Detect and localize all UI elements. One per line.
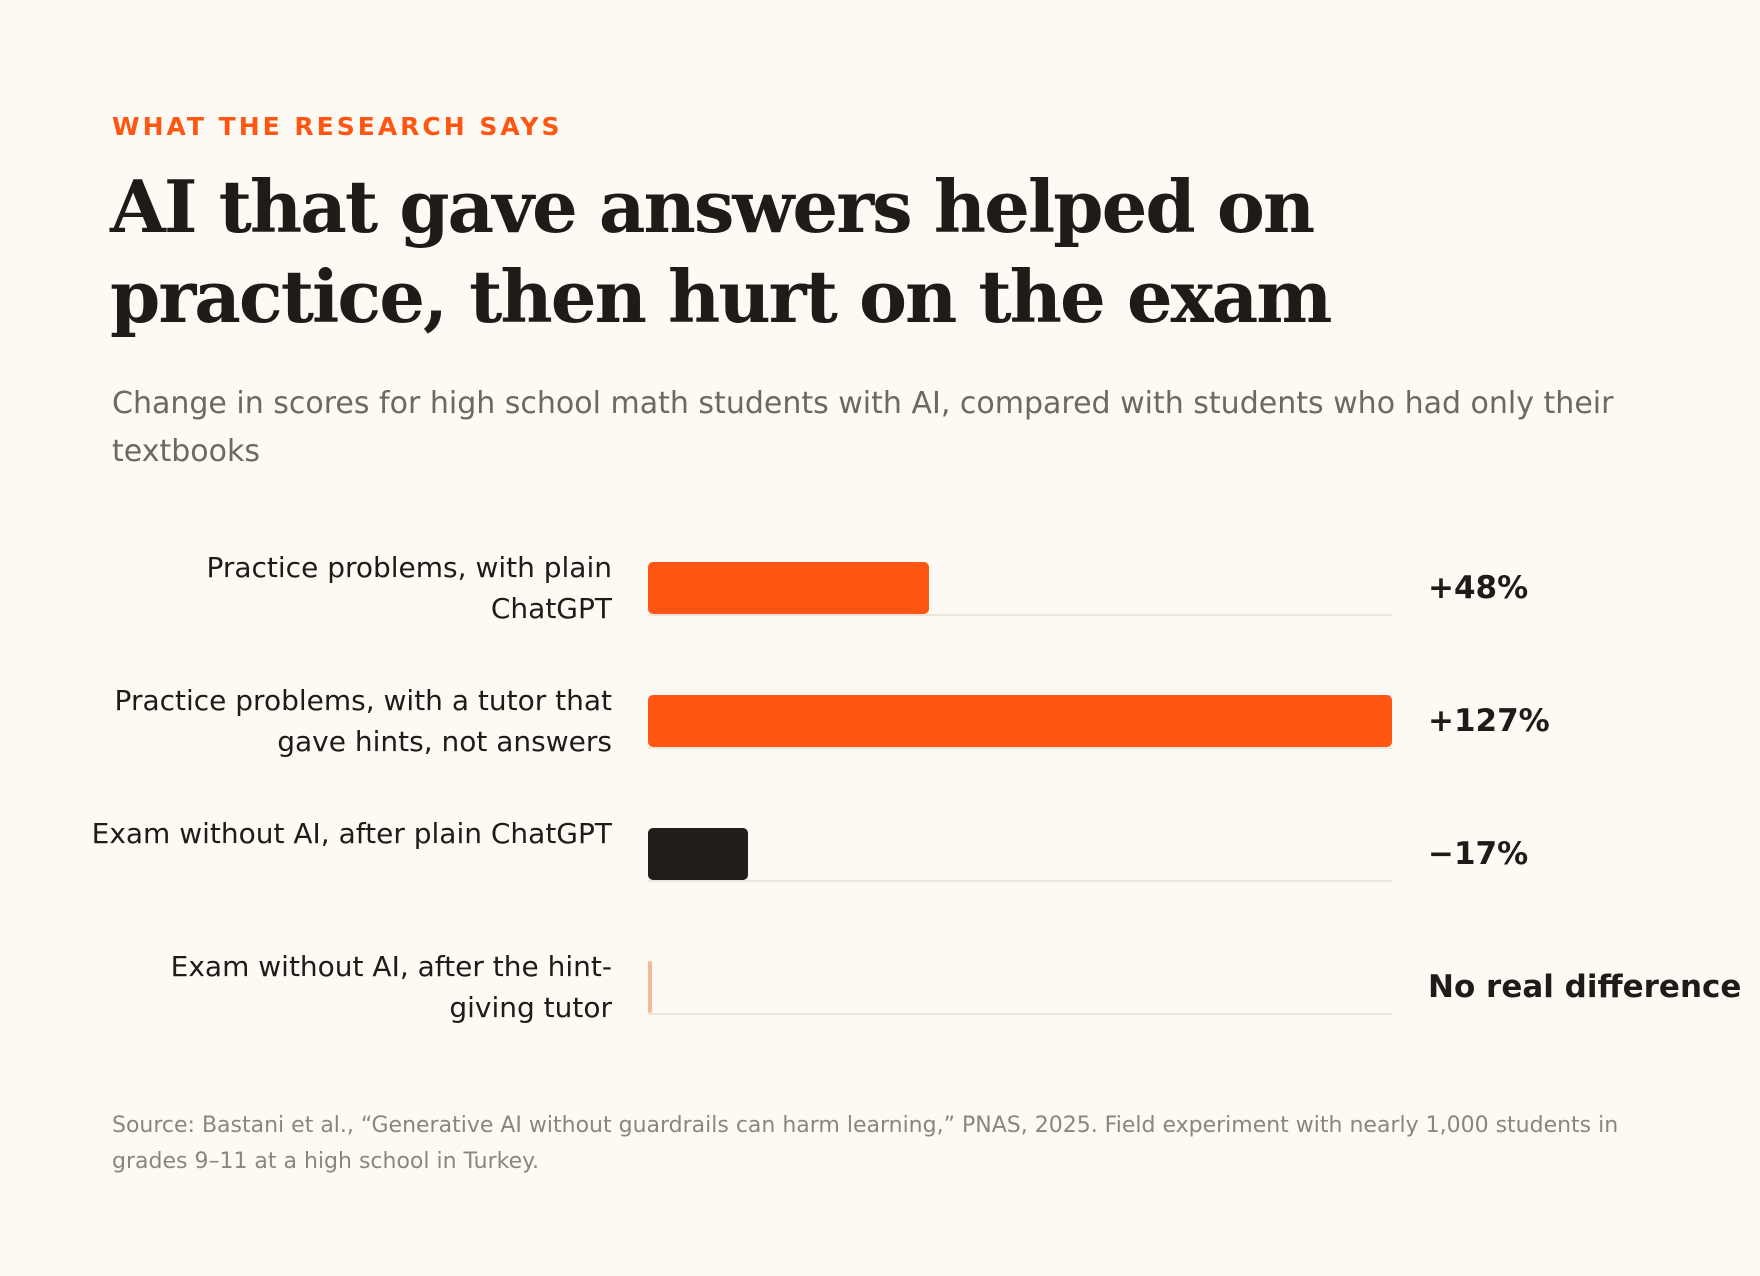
bar-track bbox=[648, 614, 1392, 616]
bar-track bbox=[648, 1013, 1392, 1015]
eyebrow-label: WHAT THE RESEARCH SAYS bbox=[112, 112, 563, 141]
source-note: Source: Bastani et al., “Generative AI w… bbox=[112, 1113, 1619, 1174]
bar bbox=[648, 695, 1392, 747]
bar bbox=[648, 961, 652, 1013]
category-label: Practice problems, with plain ChatGPT bbox=[206, 551, 612, 625]
category-label: Exam without AI, after plain ChatGPT bbox=[91, 817, 612, 850]
bar bbox=[648, 828, 748, 880]
value-label: −17% bbox=[1428, 836, 1529, 872]
category-label: Practice problems, with a tutor that gav… bbox=[114, 684, 612, 758]
bar-chart: Practice problems, with plain ChatGPT +48… bbox=[0, 540, 1760, 1040]
chart-subtitle: Change in scores for high school math st… bbox=[112, 386, 1614, 469]
bar-track bbox=[648, 747, 1392, 749]
value-label: +48% bbox=[1428, 570, 1529, 606]
value-label: +127% bbox=[1428, 703, 1550, 739]
bar bbox=[648, 562, 930, 614]
bar-track bbox=[648, 880, 1392, 882]
category-label: Exam without AI, after the hint-giving t… bbox=[170, 950, 612, 1024]
chart-title: AI that gave answers helped on practice,… bbox=[110, 164, 1332, 339]
value-label: No real difference bbox=[1428, 969, 1742, 1005]
